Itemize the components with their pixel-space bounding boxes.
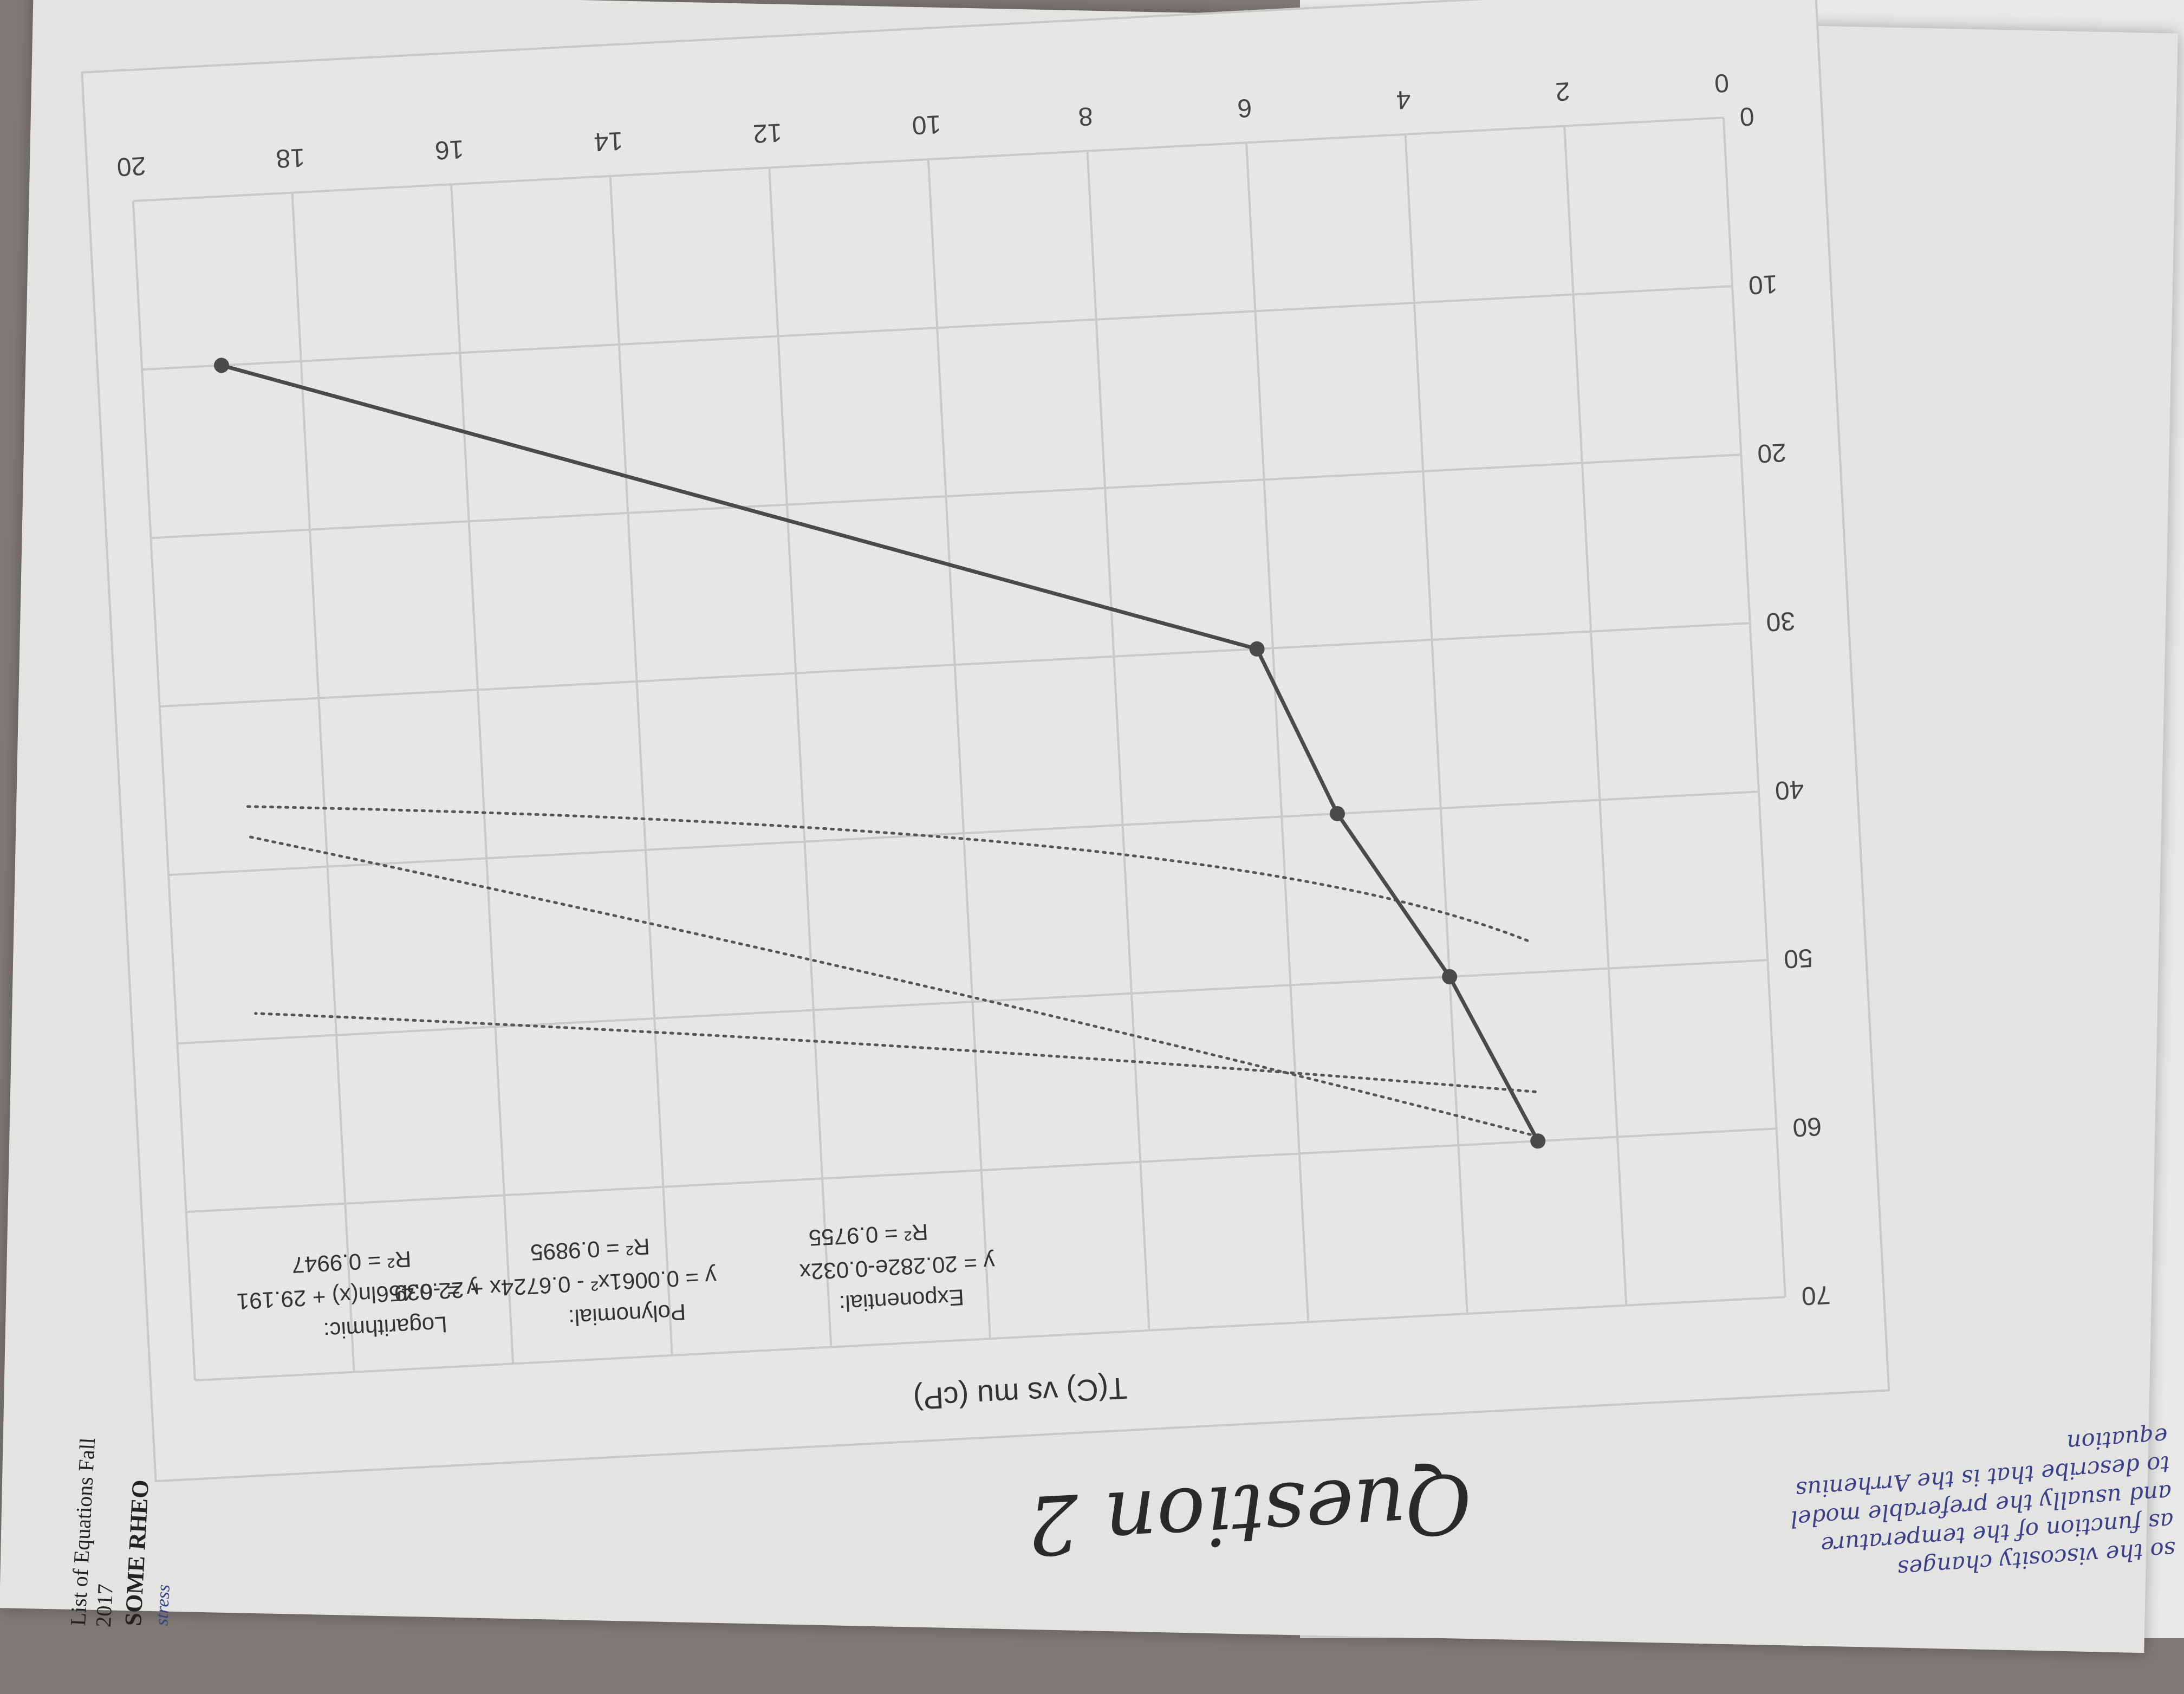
grid-line-x — [1722, 118, 1786, 1297]
y-tick-label: 50 — [1783, 943, 1813, 973]
grid-line-x — [1245, 142, 1310, 1322]
trendline-name: Polynomial: — [568, 1299, 686, 1330]
grid-line-x — [132, 200, 196, 1381]
chart-title: T(C) vs mu (cP) — [912, 1371, 1128, 1417]
trendline-name: Exponential: — [838, 1284, 965, 1316]
data-point — [1442, 969, 1458, 984]
x-tick-label: 0 — [1714, 68, 1730, 98]
x-tick-label: 20 — [116, 151, 146, 181]
trendline-1 — [254, 1012, 1537, 1093]
x-tick-label: 4 — [1396, 85, 1412, 114]
grid-line-y — [177, 959, 1768, 1045]
chart-svg: T(C) vs mu (cP) 0 2 4 6 8 10 12 14 16 18 20 0 10 20 3… — [116, 68, 1831, 1417]
data-point — [1530, 1133, 1546, 1149]
x-tick-label: 6 — [1237, 93, 1252, 122]
grid-line-x — [927, 159, 991, 1339]
side-document: List of Equations Fall 2017 SOME RHEO st… — [32, 1387, 292, 1636]
trendline-0 — [243, 805, 1529, 942]
data-point — [1249, 641, 1265, 657]
x-tick-label: 8 — [1077, 101, 1093, 131]
grid-line-x — [450, 184, 515, 1364]
side-doc-fragment: stress — [152, 1583, 174, 1626]
photo-layer: Question 2 T(C) vs mu (cP) 0 2 4 6 8 10 12 14 16… — [0, 0, 2178, 1653]
x-tick-label: 12 — [752, 118, 783, 148]
data-point — [1329, 806, 1345, 821]
trendline-r2: R² = 0.9755 — [808, 1219, 929, 1250]
chart-container: T(C) vs mu (cP) 0 2 4 6 8 10 12 14 16 18 20 0 10 20 3… — [81, 0, 1890, 1483]
trendline-name: Logarithmic: — [323, 1312, 448, 1343]
grid-line-x — [1086, 151, 1150, 1330]
chart-grid — [132, 116, 1786, 1382]
y-tick-label: 70 — [1800, 1280, 1831, 1310]
handwritten-note: so the viscosity changes as function of … — [1756, 1422, 2176, 1592]
trendline-curves — [243, 805, 1539, 1138]
y-tick-labels: 0 10 20 30 40 50 60 70 — [1739, 101, 1831, 1310]
trendline-equation: y = 20.282e-0.032x — [799, 1249, 996, 1285]
y-tick-label: 40 — [1774, 775, 1805, 805]
x-tick-label: 10 — [911, 109, 941, 140]
side-doc-section: SOME RHEO — [119, 1479, 154, 1627]
x-tick-labels: 0 2 4 6 8 10 12 14 16 18 20 — [116, 68, 1730, 181]
trendline-r2: R² = 0.9895 — [530, 1234, 651, 1265]
grid-line-y — [186, 1127, 1777, 1213]
grid-line-x — [1404, 134, 1468, 1314]
y-tick-label: 10 — [1748, 269, 1778, 300]
grid-line-x — [609, 176, 673, 1356]
x-tick-label: 18 — [275, 142, 306, 173]
series-line — [221, 363, 1540, 1142]
data-series — [213, 358, 1546, 1149]
grid-line-x — [768, 167, 833, 1347]
y-tick-label: 30 — [1765, 606, 1796, 637]
side-doc-title: List of Equations Fall 2017 — [65, 1437, 118, 1628]
grid-line-y — [159, 622, 1750, 708]
grid-line-x — [1563, 126, 1628, 1306]
grid-line-y — [142, 285, 1733, 371]
grid-line-y — [133, 116, 1724, 203]
y-tick-label: 0 — [1739, 101, 1754, 131]
x-tick-label: 16 — [434, 134, 465, 165]
x-tick-label: 2 — [1555, 76, 1570, 106]
y-tick-label: 60 — [1792, 1112, 1822, 1142]
grid-line-x — [291, 192, 355, 1372]
data-point — [213, 358, 229, 373]
trendline-r2: R² = 0.9947 — [291, 1246, 412, 1277]
y-tick-label: 20 — [1757, 438, 1787, 468]
grid-line-y — [151, 453, 1741, 540]
grid-line-y — [168, 790, 1759, 877]
grid-line-y — [194, 1296, 1786, 1382]
trendline-2 — [245, 834, 1539, 1138]
x-tick-label: 14 — [593, 126, 623, 157]
question-heading: Question 2 — [1024, 1455, 1476, 1572]
